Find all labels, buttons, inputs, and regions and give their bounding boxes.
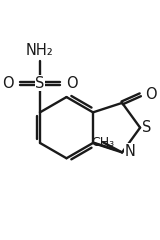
Text: O: O <box>145 87 157 102</box>
Text: O: O <box>2 76 14 91</box>
Text: CH₃: CH₃ <box>92 136 115 149</box>
Text: S: S <box>142 120 152 135</box>
Text: O: O <box>66 76 78 91</box>
Text: NH₂: NH₂ <box>26 43 54 58</box>
Text: S: S <box>35 76 45 91</box>
Text: N: N <box>124 144 135 159</box>
